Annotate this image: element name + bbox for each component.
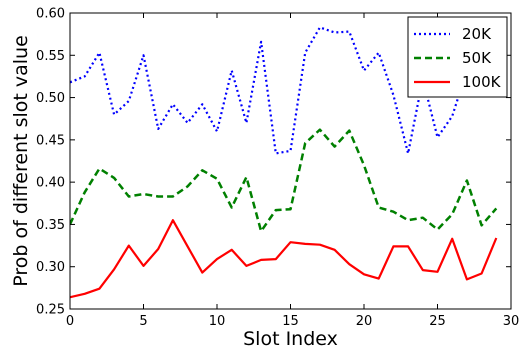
y-axis-title: Prob of different slot value bbox=[10, 35, 32, 287]
legend: 20K 50K 100K bbox=[407, 16, 508, 98]
legend-label-100K: 100K bbox=[462, 73, 502, 91]
x-tick-label: 15 bbox=[282, 314, 299, 329]
x-tick-label: 0 bbox=[66, 314, 74, 329]
y-tick-label: 0.35 bbox=[36, 218, 65, 233]
x-axis-title: Slot Index bbox=[243, 328, 338, 350]
y-tick-label: 0.30 bbox=[36, 260, 65, 275]
x-tick-label: 5 bbox=[139, 314, 147, 329]
series-line-100K bbox=[70, 219, 498, 299]
series-layer bbox=[70, 26, 498, 299]
y-tick-label: 0.60 bbox=[36, 7, 65, 22]
y-tick-label: 0.40 bbox=[36, 176, 65, 191]
y-tick-label: 0.55 bbox=[36, 49, 65, 64]
y-tick-label: 0.25 bbox=[36, 303, 65, 318]
series-line-50K bbox=[70, 128, 498, 233]
x-tick-label: 10 bbox=[209, 314, 226, 329]
x-tick-label: 20 bbox=[356, 314, 373, 329]
legend-box bbox=[407, 16, 508, 98]
ticks-layer bbox=[69, 12, 512, 310]
x-tick-label: 25 bbox=[429, 314, 446, 329]
x-tick-label: 30 bbox=[503, 314, 520, 329]
series-line-20K bbox=[70, 26, 498, 155]
y-tick-label: 0.50 bbox=[36, 91, 65, 106]
legend-label-20K: 20K bbox=[462, 25, 492, 43]
tick-labels-layer: 0 5 10 15 20 25 30 0.25 0.30 0.35 0.40 0.45 0.50 0.55… bbox=[36, 7, 519, 330]
y-tick-label: 0.45 bbox=[36, 133, 65, 148]
legend-label-50K: 50K bbox=[462, 49, 492, 67]
